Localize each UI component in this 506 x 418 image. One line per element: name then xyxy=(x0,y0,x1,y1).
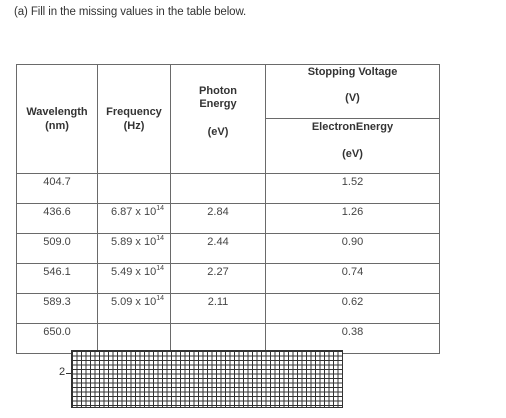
table-row: 436.6 6.87 x 1014 2.84 1.26 xyxy=(16,203,440,234)
frequency-base: 6.87 x 10 xyxy=(110,206,157,218)
frequency-base: 5.09 x 10 xyxy=(110,296,157,308)
cell-wavelength: 509.0 xyxy=(16,233,98,264)
cell-stopping-voltage: 0.38 xyxy=(265,323,440,354)
cell-photon-energy: 2.44 xyxy=(170,233,266,264)
cell-frequency: 5.49 x 1014 xyxy=(97,263,171,294)
cell-stopping-voltage: 1.26 xyxy=(265,203,440,234)
cell-frequency[interactable] xyxy=(97,173,171,204)
cell-frequency[interactable] xyxy=(97,323,171,354)
frequency-exponent: 14 xyxy=(156,235,165,242)
header-photon-energy: Photon Energy (eV) xyxy=(170,64,266,174)
cell-frequency: 5.89 x 1014 xyxy=(97,233,171,264)
cell-photon-energy[interactable] xyxy=(170,173,266,204)
header-photon-line2: Energy xyxy=(199,98,237,110)
table-row: 404.7 1.52 xyxy=(16,173,440,204)
header-stopping-voltage-unit: (V) xyxy=(345,92,360,104)
header-wavelength-name: Wavelength xyxy=(26,106,88,118)
frequency-base: 5.89 x 10 xyxy=(110,236,157,248)
cell-wavelength: 546.1 xyxy=(16,263,98,294)
cell-wavelength: 404.7 xyxy=(16,173,98,204)
header-row-top: Wavelength (nm) Frequency (Hz) Photon En… xyxy=(16,64,440,174)
cell-photon-energy: 2.11 xyxy=(170,293,266,324)
table-row: 589.3 5.09 x 1014 2.11 0.62 xyxy=(16,293,440,324)
cell-wavelength: 650.0 xyxy=(16,323,98,354)
cell-frequency: 6.87 x 1014 xyxy=(97,203,171,234)
table-row: 546.1 5.49 x 1014 2.27 0.74 xyxy=(16,263,440,294)
cell-frequency: 5.09 x 1014 xyxy=(97,293,171,324)
graph-tick-label: 2 xyxy=(59,366,66,378)
header-frequency-unit: (Hz) xyxy=(123,120,145,132)
cell-stopping-voltage: 0.90 xyxy=(265,233,440,264)
header-frequency-name: Frequency xyxy=(106,106,162,118)
header-row-bottom: ElectronEnergy (eV) xyxy=(17,118,440,174)
header-photon-line1: Photon xyxy=(199,85,237,97)
header-wavelength: Wavelength (nm) xyxy=(16,64,98,174)
cell-wavelength: 436.6 xyxy=(16,203,98,234)
header-electron-energy-unit: (eV) xyxy=(342,148,363,160)
header-wavelength-unit: (nm) xyxy=(45,120,69,132)
header-stopping-voltage: Stopping Voltage (V) xyxy=(265,64,440,119)
cell-photon-energy: 2.27 xyxy=(170,263,266,294)
cell-stopping-voltage: 0.62 xyxy=(265,293,440,324)
cell-wavelength: 589.3 xyxy=(16,293,98,324)
data-table: Wavelength (nm) Frequency (Hz) Photon En… xyxy=(16,64,440,354)
frequency-base: 5.49 x 10 xyxy=(110,266,157,278)
frequency-exponent: 14 xyxy=(156,205,165,212)
graph-tick-mark xyxy=(66,373,71,374)
frequency-exponent: 14 xyxy=(156,295,165,302)
cell-stopping-voltage: 0.74 xyxy=(265,263,440,294)
header-stopping-voltage-name: Stopping Voltage xyxy=(307,66,398,78)
question-instruction: (a) Fill in the missing values in the ta… xyxy=(14,6,247,18)
table-row: 650.0 0.38 xyxy=(16,323,440,354)
header-electron-energy-name: ElectronEnergy xyxy=(311,121,394,133)
cell-photon-energy: 2.84 xyxy=(170,203,266,234)
header-frequency: Frequency (Hz) xyxy=(97,64,171,174)
table-row: 509.0 5.89 x 1014 2.44 0.90 xyxy=(16,233,440,264)
graph-paper-grid xyxy=(71,350,343,408)
header-electron-energy: ElectronEnergy (eV) xyxy=(265,118,440,174)
header-photon-unit: (eV) xyxy=(207,126,229,138)
frequency-exponent: 14 xyxy=(156,265,165,272)
cell-photon-energy[interactable] xyxy=(170,323,266,354)
cell-stopping-voltage: 1.52 xyxy=(265,173,440,204)
